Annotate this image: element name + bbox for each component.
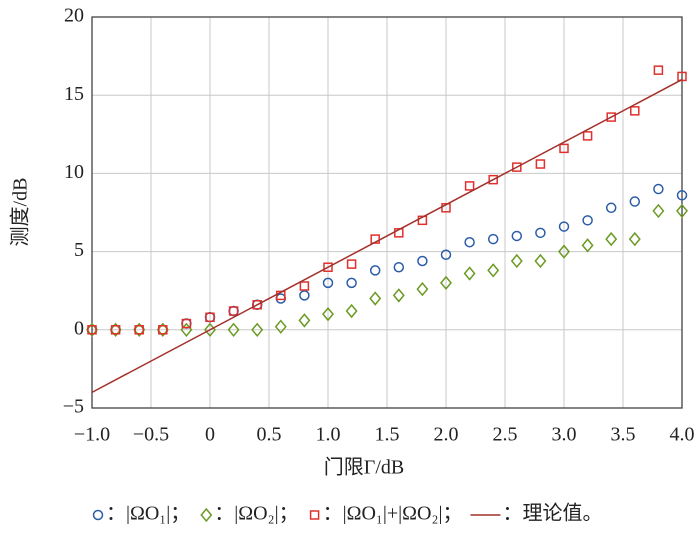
marker <box>488 174 498 185</box>
y-axis-label: 测度/dB <box>9 178 32 247</box>
marker <box>275 293 287 304</box>
marker <box>676 190 688 201</box>
marker <box>464 236 475 248</box>
marker <box>417 215 428 226</box>
y-tick-label: 10 <box>64 161 84 183</box>
marker <box>487 263 500 278</box>
legend-label: ：|ΩO₁|； <box>106 503 190 525</box>
marker <box>677 71 687 82</box>
y-tick-label: 0 <box>74 317 84 339</box>
marker <box>440 249 452 260</box>
x-tick-label: 2.5 <box>493 424 518 446</box>
marker <box>393 261 405 273</box>
x-tick-label: 3.0 <box>552 424 577 446</box>
marker <box>534 253 547 269</box>
marker <box>535 227 546 239</box>
marker <box>228 305 239 317</box>
marker <box>676 203 688 219</box>
marker <box>158 325 168 335</box>
x-tick-label: 3.5 <box>611 424 636 446</box>
x-tick-label: 2.0 <box>434 424 459 446</box>
marker <box>309 510 320 520</box>
marker <box>392 288 405 303</box>
marker <box>298 313 311 328</box>
marker <box>582 215 593 226</box>
marker <box>110 325 121 335</box>
marker <box>441 203 451 213</box>
marker <box>463 266 476 281</box>
marker <box>487 233 499 245</box>
x-tick-label: −1.0 <box>74 424 110 446</box>
marker <box>630 106 640 116</box>
marker <box>251 322 264 337</box>
x-tick-label: 0 <box>205 424 215 446</box>
marker <box>181 318 192 329</box>
marker <box>464 181 475 191</box>
marker <box>652 203 665 219</box>
legend-label: ：|ΩO₁|+|ΩO₂|； <box>323 503 463 525</box>
marker <box>227 322 240 337</box>
marker <box>299 290 310 301</box>
marker <box>629 196 641 207</box>
legend-label: ：|ΩO₂|； <box>214 503 298 525</box>
y-tick-label: 15 <box>64 83 84 105</box>
marker <box>92 509 104 521</box>
marker <box>558 221 570 232</box>
marker <box>535 159 546 169</box>
x-tick-label: −0.5 <box>133 424 169 446</box>
marker <box>322 306 334 322</box>
marker <box>558 244 570 259</box>
line <box>91 78 683 394</box>
marker <box>511 230 523 242</box>
marker <box>87 325 97 335</box>
x-axis-label: 门限Γ/dB <box>324 456 404 479</box>
marker <box>440 275 452 291</box>
plot-frame <box>91 16 683 409</box>
marker <box>369 265 381 276</box>
marker <box>274 319 287 334</box>
marker <box>228 306 239 316</box>
marker <box>417 255 428 267</box>
marker <box>205 312 215 323</box>
y-tick-label: 5 <box>74 239 84 261</box>
marker <box>653 65 664 75</box>
marker <box>559 143 569 154</box>
legend-label: ：理论值。 <box>502 502 602 525</box>
marker <box>510 253 523 269</box>
marker <box>370 234 380 244</box>
marker <box>581 238 594 253</box>
marker <box>346 277 357 289</box>
y-tick-label: 20 <box>64 5 84 27</box>
marker <box>416 281 429 297</box>
x-tick-label: 1.5 <box>375 424 400 446</box>
marker <box>200 507 213 523</box>
x-tick-label: 1.0 <box>316 424 341 446</box>
marker <box>653 183 664 195</box>
marker <box>345 303 358 319</box>
marker <box>394 228 404 238</box>
y-tick-label: −5 <box>63 396 84 418</box>
marker <box>605 202 617 214</box>
marker <box>346 259 357 269</box>
marker <box>134 325 144 335</box>
marker <box>299 281 310 291</box>
marker <box>606 112 616 122</box>
marker <box>323 262 333 272</box>
marker <box>276 290 286 301</box>
marker <box>252 300 262 310</box>
marker <box>322 277 334 289</box>
x-tick-label: 4.0 <box>670 424 695 446</box>
marker <box>369 291 382 306</box>
marker <box>628 231 641 247</box>
marker <box>605 231 618 247</box>
x-tick-label: 0.5 <box>257 424 282 446</box>
marker <box>582 131 593 141</box>
marker <box>512 162 522 172</box>
